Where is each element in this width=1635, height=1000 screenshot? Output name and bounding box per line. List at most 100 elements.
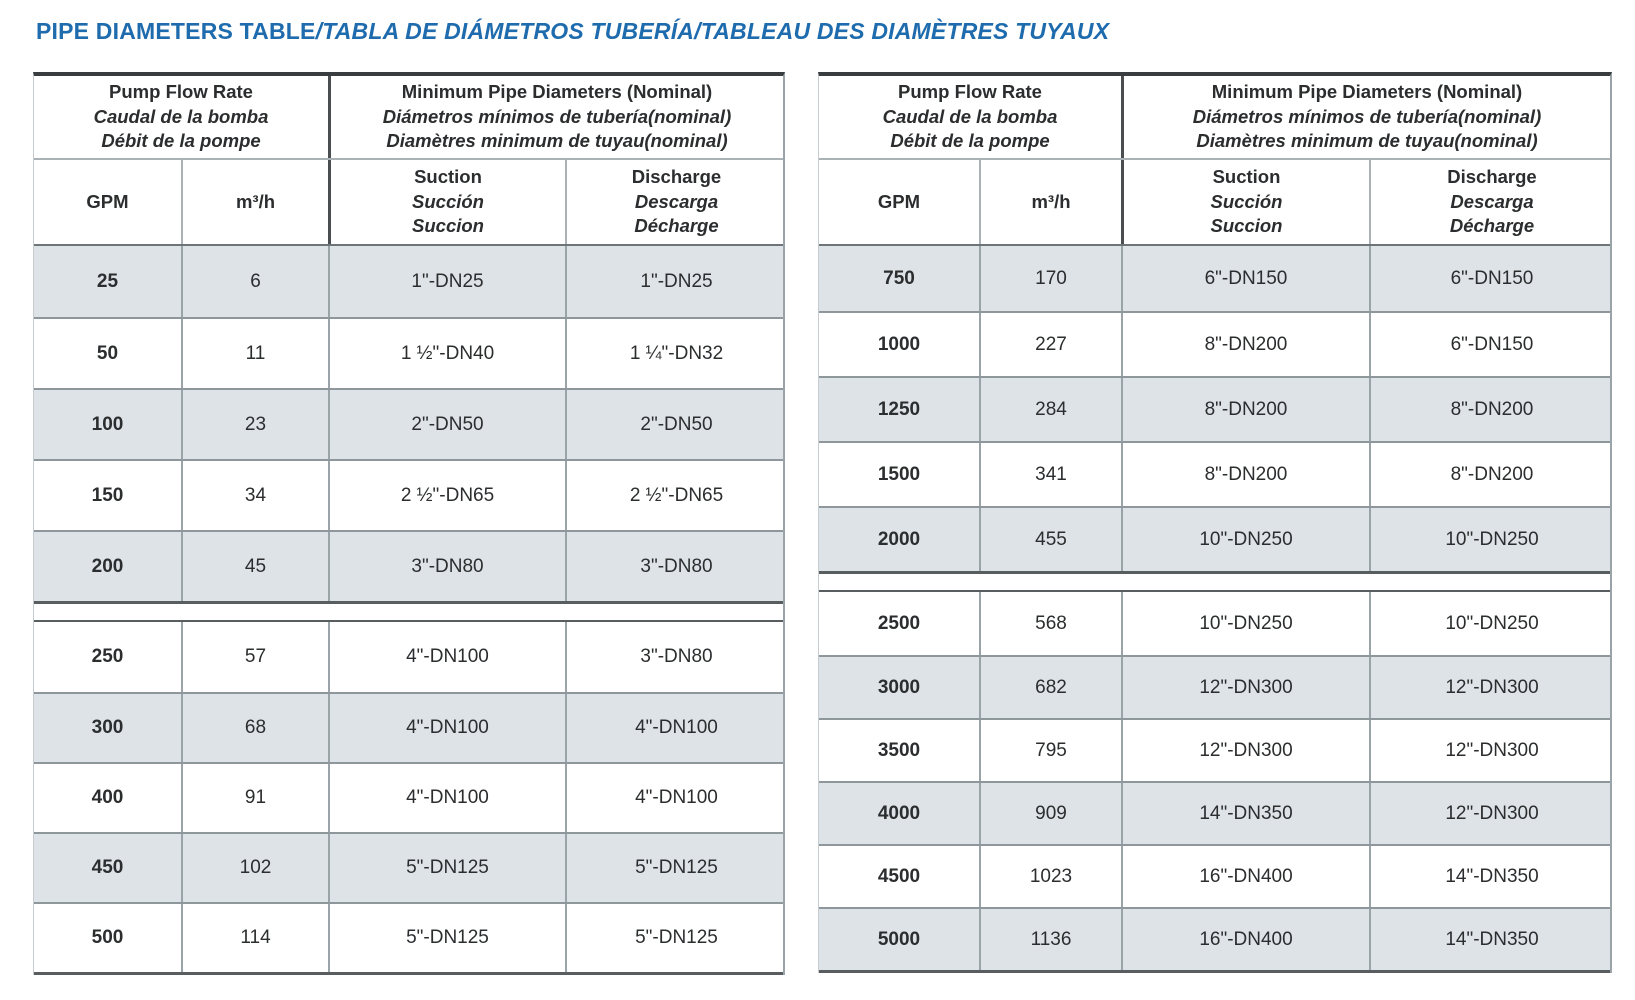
table-section-upper: 750 170 6"-DN150 6"-DN150 1000 227 8"-DN200 6"-…: [819, 246, 1610, 574]
table-row: 25 6 1"-DN25 1"-DN25: [34, 246, 783, 317]
table-header-columns: GPM m³/h Suction Succión Succion Dischar…: [34, 160, 783, 246]
table-cell: 170: [979, 246, 1121, 311]
table-cell: 11: [181, 319, 328, 388]
header-line-es: Diámetros mínimos de tubería(nominal): [382, 105, 732, 127]
gpm-column-header: GPM: [86, 190, 129, 212]
header-line-en: Minimum Pipe Diameters (Nominal): [401, 80, 713, 102]
table-row: 2000 455 10"-DN250 10"-DN250: [819, 506, 1610, 571]
table-cell: 6"-DN150: [1369, 246, 1613, 311]
header-line-es: Caudal de la bomba: [882, 105, 1058, 127]
min-pipe-diameters-group-header: Minimum Pipe Diameters (Nominal) Diámetr…: [1121, 76, 1610, 158]
table-row: 3500 795 12"-DN300 12"-DN300: [819, 718, 1610, 781]
table-cell: 91: [181, 764, 328, 832]
table-cell: 6"-DN150: [1121, 246, 1369, 311]
table-row: 1250 284 8"-DN200 8"-DN200: [819, 376, 1610, 441]
table-row: 450 102 5"-DN125 5"-DN125: [34, 832, 783, 902]
table-cell: 12"-DN300: [1369, 783, 1613, 844]
page-title-english: PIPE DIAMETERS TABLE: [36, 18, 316, 44]
table-cell: 500: [91, 927, 124, 948]
table-cell: 5"-DN125: [328, 834, 565, 902]
header-line-fr: Décharge: [634, 215, 719, 237]
header-line-es: Caudal de la bomba: [93, 105, 269, 127]
table-cell: 1 ¼"-DN32: [565, 319, 786, 388]
table-cell: 12"-DN300: [1369, 720, 1613, 781]
table-row: 1500 341 8"-DN200 8"-DN200: [819, 441, 1610, 506]
table-cell: 12"-DN300: [1121, 657, 1369, 718]
table-cell: 3000: [877, 676, 921, 698]
suction-column-header: Suction Succión Succion: [328, 160, 565, 244]
table-cell: 102: [181, 834, 328, 902]
table-cell: 284: [979, 378, 1121, 441]
table-cell: 68: [181, 694, 328, 762]
table-cell: 14"-DN350: [1369, 909, 1613, 970]
table-cell: 455: [979, 508, 1121, 571]
table-cell: 1"-DN25: [328, 246, 565, 317]
table-row: 4000 909 14"-DN350 12"-DN300: [819, 781, 1610, 844]
header-line-es: Diámetros mínimos de tubería(nominal): [1192, 105, 1542, 127]
table-cell: 2"-DN50: [328, 390, 565, 459]
table-cell: 1000: [877, 333, 921, 355]
header-line-en: Pump Flow Rate: [109, 80, 253, 102]
table-cell: 34: [181, 461, 328, 530]
table-cell: 5000: [877, 928, 921, 950]
table-row: 3000 682 12"-DN300 12"-DN300: [819, 655, 1610, 718]
table-cell: 23: [181, 390, 328, 459]
table-cell: 227: [979, 313, 1121, 376]
table-cell: 10"-DN250: [1121, 592, 1369, 655]
table-row: 200 45 3"-DN80 3"-DN80: [34, 530, 783, 601]
table-cell: 10"-DN250: [1121, 508, 1369, 571]
table-cell: 2500: [877, 612, 921, 634]
header-line-fr: Diamètres minimum de tuyau(nominal): [1196, 130, 1538, 152]
min-pipe-diameters-group-header: Minimum Pipe Diameters (Nominal) Diámetr…: [328, 76, 783, 158]
table-section-upper: 25 6 1"-DN25 1"-DN25 50 11 1 ½"-DN40 1 ¼"-DN32 1…: [34, 246, 783, 604]
page-title: PIPE DIAMETERS TABLE/TABLA DE DIÁMETROS …: [36, 18, 1109, 45]
table-cell: 1 ½"-DN40: [328, 319, 565, 388]
header-line-es: Succión: [412, 190, 484, 212]
right-pipe-table: Pump Flow Rate Caudal de la bomba Débit …: [818, 72, 1612, 973]
table-cell: 10"-DN250: [1369, 508, 1613, 571]
table-row: 250 57 4"-DN100 3"-DN80: [34, 622, 783, 692]
table-cell: 750: [883, 267, 915, 289]
table-cell: 12"-DN300: [1369, 657, 1613, 718]
header-line-fr: Succion: [1210, 215, 1283, 237]
m3h-column-header: m³/h: [979, 160, 1121, 244]
table-cell: 5"-DN125: [565, 834, 786, 902]
header-line-en: Suction: [414, 166, 482, 188]
table-cell: 8"-DN200: [1369, 443, 1613, 506]
table-cell: 16"-DN400: [1121, 909, 1369, 970]
table-header-groups: Pump Flow Rate Caudal de la bomba Débit …: [819, 76, 1610, 160]
table-cell: 2 ½"-DN65: [565, 461, 786, 530]
table-cell: 4500: [877, 865, 921, 887]
table-cell: 4"-DN100: [565, 764, 786, 832]
table-cell: 6: [181, 246, 328, 317]
table-cell: 1136: [979, 909, 1121, 970]
table-section-lower: 2500 568 10"-DN250 10"-DN250 3000 682 12"-DN30…: [819, 590, 1610, 973]
table-cell: 3"-DN80: [565, 532, 786, 601]
table-cell: 25: [96, 270, 119, 292]
table-cell: 450: [91, 857, 124, 878]
table-cell: 3"-DN80: [565, 622, 786, 692]
table-cell: 400: [91, 787, 124, 808]
table-cell: 8"-DN200: [1121, 443, 1369, 506]
table-section-lower: 250 57 4"-DN100 3"-DN80 300 68 4"-DN100 4"-DN10…: [34, 620, 783, 975]
table-cell: 2"-DN50: [565, 390, 786, 459]
gpm-column-header: GPM: [877, 190, 921, 212]
table-cell: 1023: [979, 846, 1121, 907]
table-header-groups: Pump Flow Rate Caudal de la bomba Débit …: [34, 76, 783, 160]
table-cell: 250: [91, 646, 124, 667]
table-cell: 1"-DN25: [565, 246, 786, 317]
table-row: 400 91 4"-DN100 4"-DN100: [34, 762, 783, 832]
header-line-fr: Débit de la pompe: [101, 130, 261, 152]
header-line-es: Succión: [1210, 190, 1283, 212]
discharge-column-header: Discharge Descarga Décharge: [565, 160, 786, 244]
table-cell: 5"-DN125: [565, 904, 786, 972]
table-cell: 45: [181, 532, 328, 601]
table-cell: 150: [91, 484, 124, 506]
header-line-fr: Diamètres minimum de tuyau(nominal): [386, 130, 728, 152]
table-row: 1000 227 8"-DN200 6"-DN150: [819, 311, 1610, 376]
suction-column-header: Suction Succión Succion: [1121, 160, 1369, 244]
table-cell: 8"-DN200: [1369, 378, 1613, 441]
pump-flow-rate-group-header: Pump Flow Rate Caudal de la bomba Débit …: [819, 76, 1121, 158]
table-row: 150 34 2 ½"-DN65 2 ½"-DN65: [34, 459, 783, 530]
